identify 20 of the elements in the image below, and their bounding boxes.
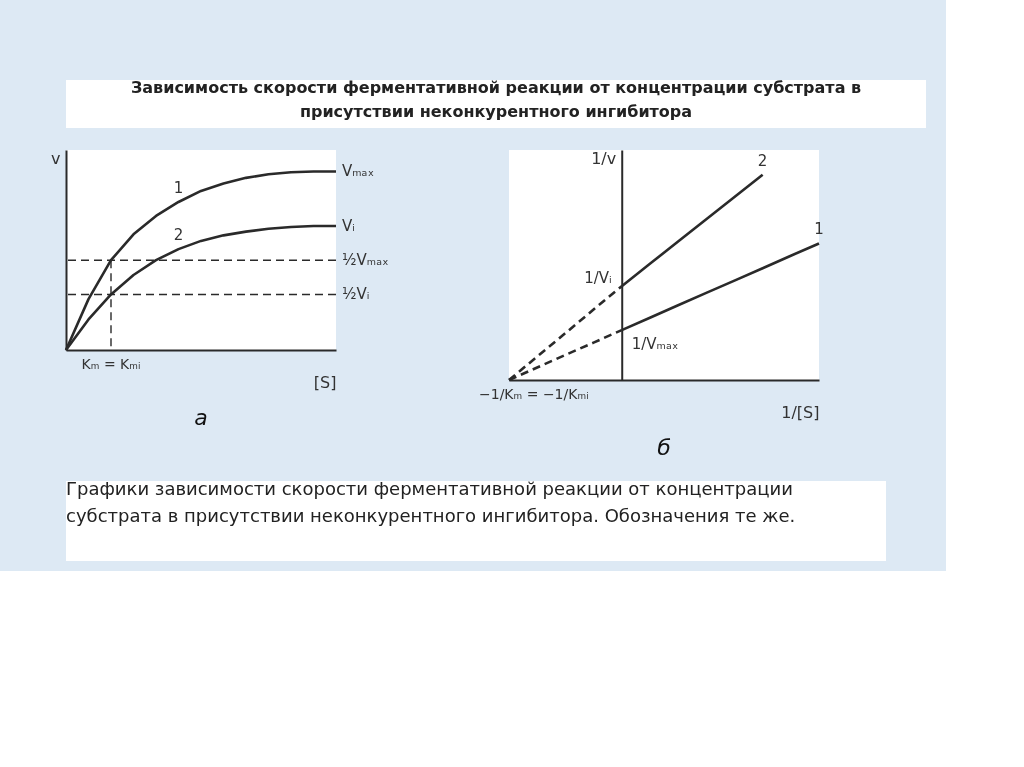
y-axis-title: 1/v [591, 148, 617, 168]
annotation: 1/Vᵢ [584, 269, 612, 288]
text: Vᵢ [342, 217, 355, 236]
text: −1/Kₘ = −1/Kₘᵢ [479, 386, 589, 402]
text: Vₘₐₓ [342, 162, 375, 181]
text: а [194, 405, 208, 430]
text: б [657, 435, 671, 460]
text: Зависимость скорости ферментативной реакции от концентрации субстрата в присутствии неконкурентного ингибитора [130, 78, 862, 121]
ref-line-label: ½Vₘₐₓ [342, 251, 389, 270]
x-axis-title: [S] [313, 372, 337, 392]
series-label: 2 [173, 226, 184, 245]
text: Графики зависимости скорости ферментативной реакции от концентрации субстрата в присутствии неконкурентного ингибитора. Обозначения те же. [66, 478, 796, 526]
text: Kₘ = Kₘᵢ [81, 356, 141, 372]
x-axis-title: 1/[S] [781, 402, 820, 422]
series-label: 1 [173, 178, 184, 197]
annotation: 1/Vₘₐₓ [631, 335, 679, 354]
y-axis-title: v [51, 148, 61, 168]
series-label: 2 [757, 151, 768, 170]
series-label: 1 [814, 220, 824, 239]
ref-line-label: ½Vᵢ [342, 285, 370, 304]
